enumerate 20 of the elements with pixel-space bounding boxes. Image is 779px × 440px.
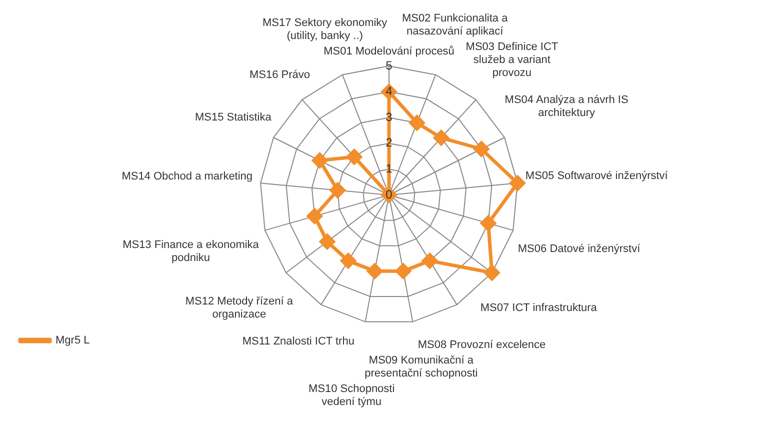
spoke-label: MS06 Datové inženýrství <box>518 243 642 256</box>
spoke-label: MS13 Finance a ekonomika podniku <box>122 238 260 264</box>
y-tick-label: 4 <box>386 84 393 98</box>
spoke-label: MS10 Schopnosti vedení týmu <box>308 382 395 408</box>
spoke-label: MS14 Obchod a marketing <box>122 170 253 182</box>
spoke-label: MS16 Právo <box>249 69 310 82</box>
spoke-label: MS02 Funkcionalita a nasazování aplikací <box>402 12 509 38</box>
spoke-label: MS17 Sektory ekonomiky (utility, banky ..) <box>262 16 388 42</box>
spoke-label: MS04 Analýza a návrh IS architektury <box>504 94 628 120</box>
spoke-label: MS09 Komunikační a presentační schopnosti <box>364 354 478 380</box>
spoke-label: MS07 ICT infrastruktura <box>480 302 598 314</box>
spoke-label: MS05 Softwarové inženýrství <box>525 170 669 182</box>
spoke-label: MS01 Modelování procesů <box>324 46 454 58</box>
y-tick-label: 0 <box>386 187 393 202</box>
spoke-label: MS03 Definice ICT služeb a variant provozu <box>466 41 558 80</box>
spoke-label: MS12 Metody řízení a organizace <box>185 296 294 321</box>
spoke-label: MS15 Statistika <box>194 111 272 124</box>
spoke-label: MS08 Provozní excelence <box>418 338 546 351</box>
spoke-label: MS11 Znalosti ICT trhu <box>242 335 354 348</box>
legend-label: Mgr5 L <box>56 334 90 347</box>
